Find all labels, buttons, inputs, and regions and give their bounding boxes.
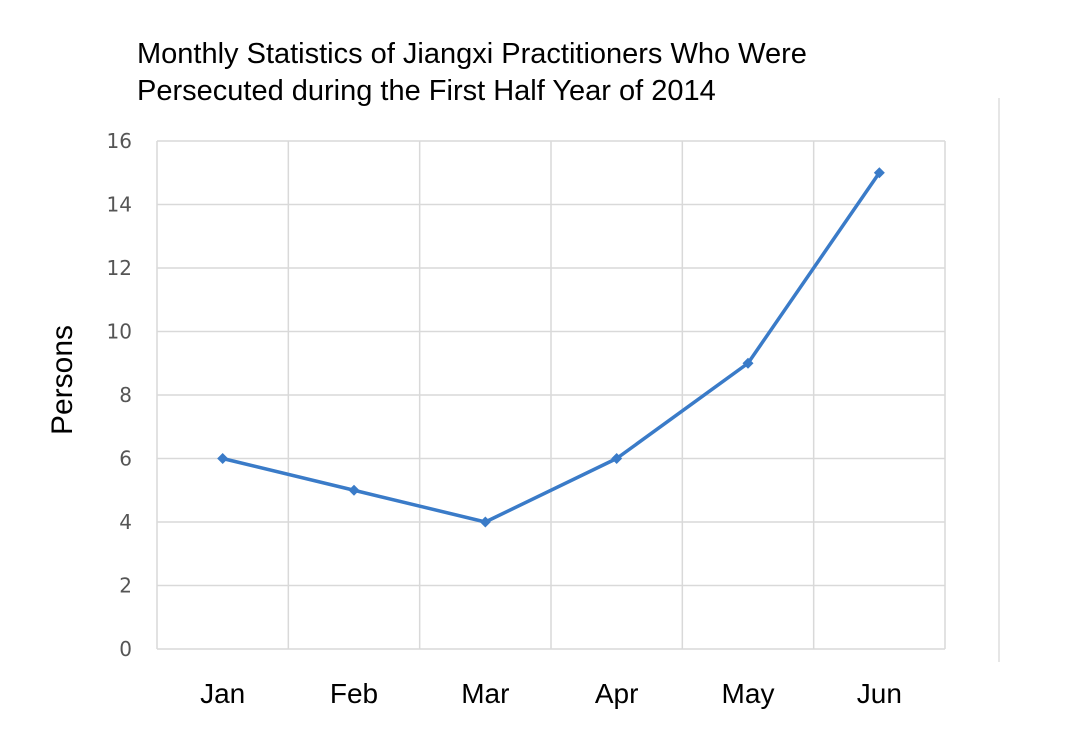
series-line xyxy=(217,167,885,528)
chart-title-line-2: Persecuted during the First Half Year of… xyxy=(137,75,716,107)
y-tick-label: 16 xyxy=(107,129,132,153)
gridlines xyxy=(156,140,946,650)
x-tick-label: Mar xyxy=(461,678,509,709)
y-tick-label: 4 xyxy=(119,510,132,534)
y-axis-ticks: 0 2 4 6 8 10 12 14 16 xyxy=(107,129,132,661)
y-tick-label: 10 xyxy=(107,320,132,344)
y-tick-label: 2 xyxy=(119,574,132,598)
data-point-marker xyxy=(217,453,229,464)
chart-title: Monthly Statistics of Jiangxi Practition… xyxy=(137,38,807,107)
data-point-marker xyxy=(742,357,754,369)
series-line-path xyxy=(222,171,881,524)
data-point-marker xyxy=(611,453,623,464)
x-tick-label: Feb xyxy=(330,678,378,709)
x-tick-label: Jan xyxy=(200,678,245,709)
y-tick-label: 0 xyxy=(119,637,132,661)
y-tick-label: 14 xyxy=(107,193,132,217)
data-point-marker xyxy=(873,167,885,179)
data-point-marker xyxy=(348,484,360,496)
y-axis-label: Persons xyxy=(46,325,79,435)
y-tick-label: 12 xyxy=(107,256,132,280)
y-tick-label: 8 xyxy=(119,383,132,407)
x-axis-ticks: Jan Feb Mar Apr May Jun xyxy=(200,678,902,709)
data-point-marker xyxy=(479,516,491,528)
x-tick-label: Jun xyxy=(857,678,902,709)
chart-title-line-1: Monthly Statistics of Jiangxi Practition… xyxy=(137,38,807,70)
x-tick-label: Apr xyxy=(595,678,639,709)
y-tick-label: 6 xyxy=(119,447,132,471)
x-tick-label: May xyxy=(722,678,775,709)
